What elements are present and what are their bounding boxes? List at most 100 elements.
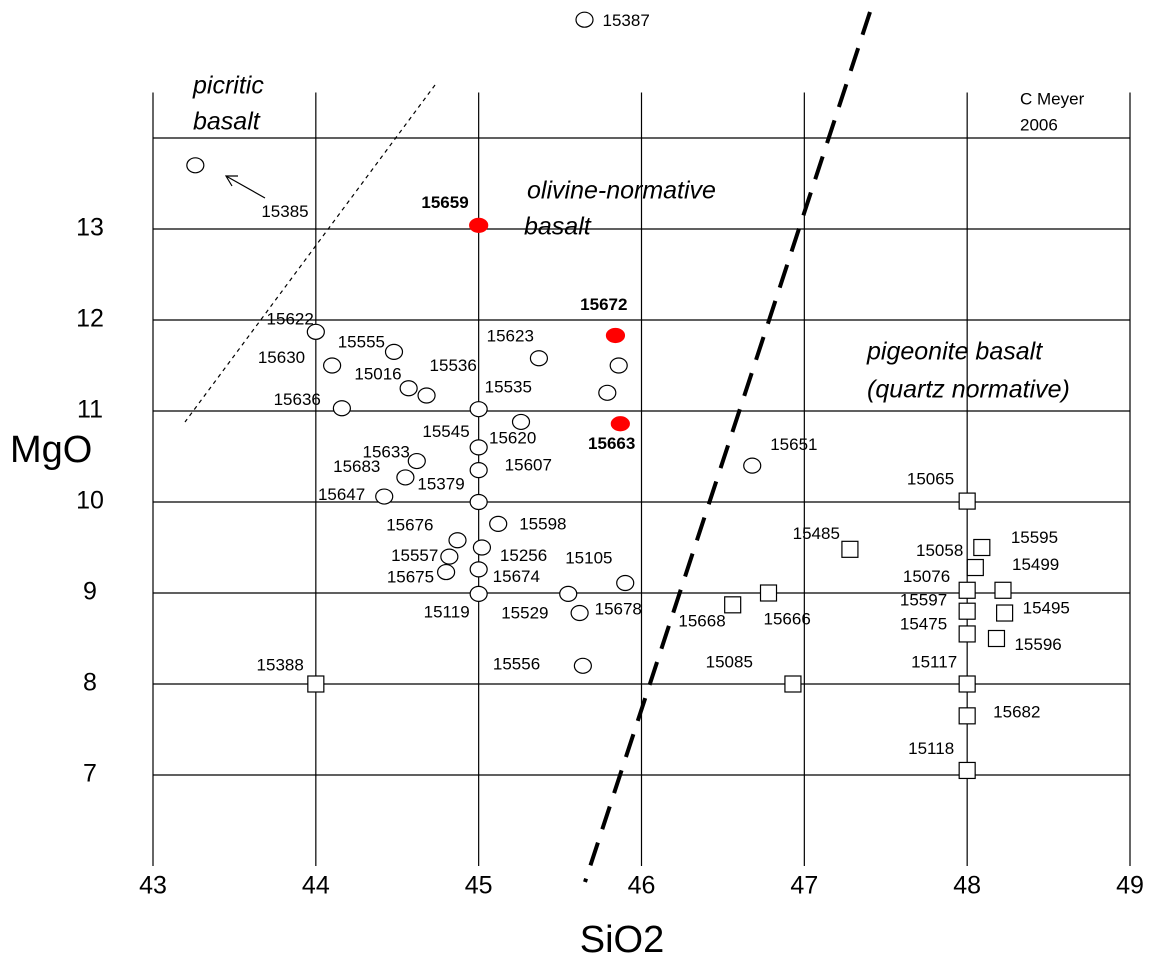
point <box>511 413 531 431</box>
point-label: 15596 <box>1014 635 1061 654</box>
y-tick-label: 12 <box>76 305 104 333</box>
quartz-boundary <box>583 11 872 883</box>
point <box>407 452 426 470</box>
point <box>375 488 394 505</box>
annotation: pigeonite basalt <box>866 338 1043 366</box>
point <box>958 581 976 599</box>
point-label: 15117 <box>911 652 957 671</box>
y-tick-label: 7 <box>83 760 97 788</box>
point-label: 15535 <box>485 378 532 397</box>
point <box>958 707 976 725</box>
point-label: 15622 <box>267 309 314 328</box>
point <box>987 629 1006 648</box>
point <box>469 462 488 479</box>
point <box>605 327 626 344</box>
point-label: 15597 <box>900 591 947 610</box>
year: 2006 <box>1020 115 1058 134</box>
point <box>966 558 984 577</box>
x-tick-label: 47 <box>790 872 818 900</box>
annotation: (quartz normative) <box>867 376 1070 404</box>
point-label: 15256 <box>500 546 547 565</box>
point-label: 15651 <box>770 435 817 454</box>
point <box>469 561 488 578</box>
point-label: 15536 <box>430 356 477 375</box>
picritic-boundary <box>184 84 436 423</box>
point <box>610 416 630 432</box>
point-label: 15633 <box>363 443 410 462</box>
point <box>973 538 991 557</box>
point-label: 15630 <box>258 348 305 367</box>
point-label: 15118 <box>908 739 954 758</box>
point <box>469 401 488 418</box>
point-label: 15556 <box>493 654 540 673</box>
point-label: 15666 <box>764 609 811 628</box>
point-label: 15016 <box>354 365 401 384</box>
annotation: picritic <box>192 72 264 100</box>
point <box>724 596 742 614</box>
point <box>469 585 488 603</box>
point-label: 15674 <box>493 567 540 586</box>
marks: 15387 15385 15622 15630 15555 15016 15536 15623… <box>186 11 1070 780</box>
point <box>598 384 617 401</box>
point-label: 15595 <box>1011 528 1058 547</box>
point <box>186 157 205 174</box>
point <box>575 11 594 28</box>
y-tick-label: 13 <box>76 214 104 242</box>
point <box>570 604 589 622</box>
point-label: 15555 <box>338 332 385 351</box>
point-label: 15085 <box>706 652 753 671</box>
point-label: 15387 <box>603 11 650 30</box>
point-label: 15682 <box>993 702 1040 721</box>
point <box>323 357 342 374</box>
point-label: 15672 <box>580 295 627 314</box>
point-label: 15529 <box>501 603 548 622</box>
point <box>440 548 459 565</box>
point-label: 15388 <box>257 655 304 674</box>
point <box>958 625 976 643</box>
point <box>437 563 456 581</box>
point-label: 15647 <box>318 485 365 504</box>
point-label: 15385 <box>261 202 308 221</box>
point-label: 15623 <box>487 327 534 346</box>
point <box>448 532 467 549</box>
author: C Meyer <box>1020 89 1085 108</box>
point-label: 15058 <box>916 541 963 560</box>
point <box>472 539 492 556</box>
y-tick-label: 9 <box>83 578 97 606</box>
point-label: 15499 <box>1012 555 1059 574</box>
point-label: 15675 <box>387 568 434 587</box>
point <box>417 387 436 404</box>
point <box>307 675 325 693</box>
point <box>489 515 508 532</box>
point-label: 15663 <box>588 434 635 453</box>
point-label: 15485 <box>793 524 840 543</box>
point <box>743 457 762 474</box>
point-label: 15678 <box>595 600 642 619</box>
point-label: 15557 <box>391 546 438 565</box>
point <box>469 439 488 456</box>
point <box>759 584 778 602</box>
point <box>573 657 592 674</box>
x-tick-label: 49 <box>1116 872 1144 900</box>
point <box>384 343 404 360</box>
point <box>616 574 635 592</box>
point <box>559 585 578 603</box>
point-label: 15065 <box>907 470 954 489</box>
point <box>994 581 1012 599</box>
point-label: 15636 <box>274 390 321 409</box>
point-label: 15495 <box>1023 599 1070 618</box>
point-label: 15076 <box>903 567 950 586</box>
point <box>958 492 976 510</box>
annotation: basalt <box>193 108 261 136</box>
point-label: 15607 <box>505 456 552 475</box>
point <box>841 540 859 558</box>
x-tick-label: 43 <box>139 872 167 900</box>
point <box>399 380 418 397</box>
point-label: 15475 <box>900 614 947 633</box>
point <box>469 493 488 511</box>
point-label: 15676 <box>386 516 433 535</box>
x-tick-label: 48 <box>953 872 981 900</box>
point <box>306 323 325 340</box>
